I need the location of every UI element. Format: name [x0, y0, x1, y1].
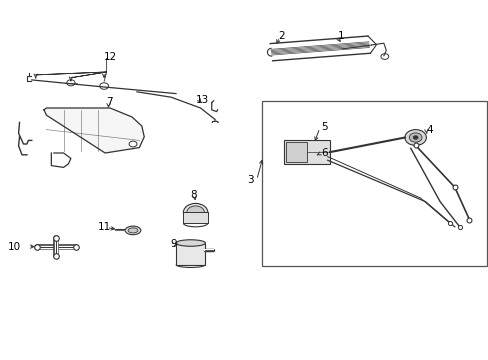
- Circle shape: [380, 54, 388, 59]
- Ellipse shape: [125, 226, 141, 235]
- Text: 4: 4: [426, 125, 433, 135]
- Text: 3: 3: [247, 175, 254, 185]
- Circle shape: [404, 130, 426, 145]
- Bar: [176, 243, 205, 265]
- Circle shape: [408, 133, 421, 142]
- Text: 11: 11: [98, 222, 111, 232]
- Bar: [283, 140, 329, 164]
- Text: 5: 5: [320, 122, 327, 132]
- Circle shape: [129, 141, 137, 147]
- Text: 8: 8: [190, 190, 197, 200]
- Text: 7: 7: [106, 96, 113, 107]
- Circle shape: [412, 136, 417, 139]
- Ellipse shape: [128, 228, 138, 233]
- Text: 6: 6: [320, 148, 327, 158]
- Circle shape: [186, 206, 204, 219]
- Text: 13: 13: [195, 95, 208, 105]
- Text: 1: 1: [337, 31, 344, 41]
- Text: 10: 10: [7, 242, 20, 252]
- Bar: [183, 212, 207, 223]
- Text: 9: 9: [170, 239, 177, 249]
- Circle shape: [183, 203, 207, 221]
- Bar: [261, 101, 486, 266]
- Ellipse shape: [176, 240, 205, 246]
- Text: 2: 2: [278, 31, 285, 41]
- Circle shape: [67, 80, 75, 86]
- Bar: [285, 142, 306, 162]
- Text: 12: 12: [104, 51, 117, 62]
- Circle shape: [100, 83, 108, 89]
- Polygon shape: [44, 108, 144, 153]
